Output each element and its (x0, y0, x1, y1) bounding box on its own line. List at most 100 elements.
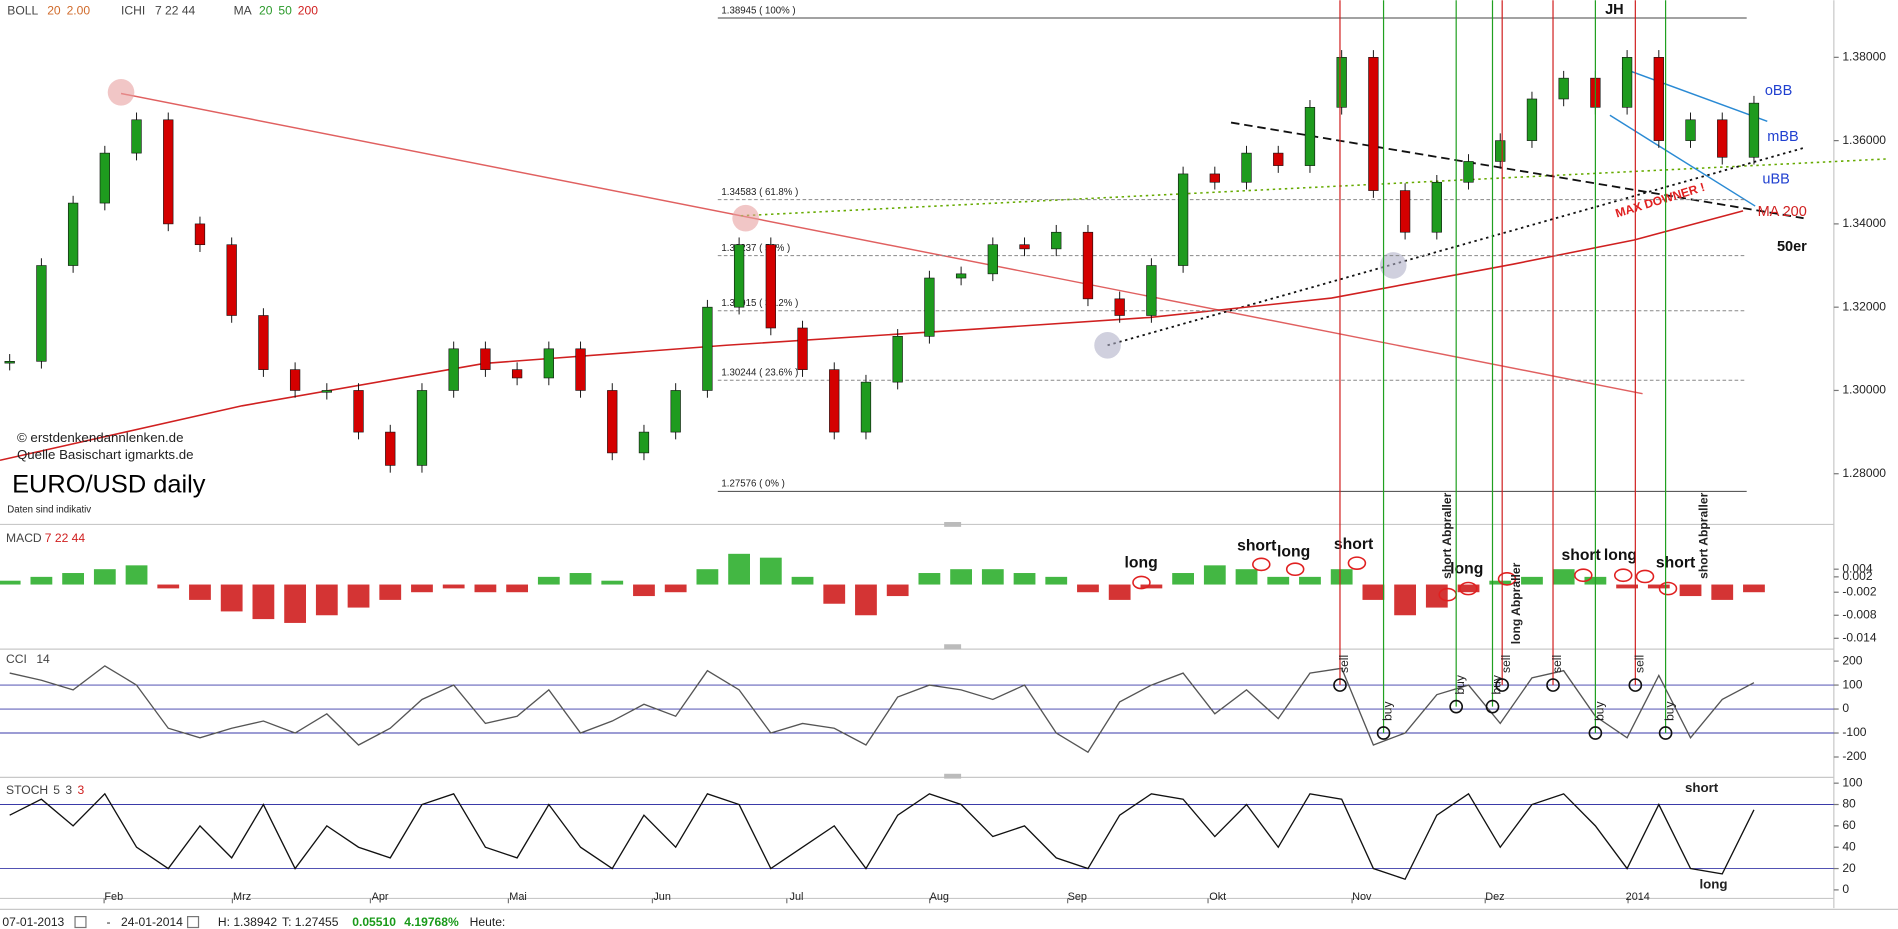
candle (4, 361, 15, 364)
annotation: long (1450, 560, 1483, 577)
histogram-bar (347, 584, 370, 608)
annotation: short (1334, 536, 1374, 553)
candle (226, 244, 237, 316)
histogram-bar (1647, 584, 1670, 589)
signal-circle (1658, 581, 1678, 596)
y-tick-label: 1.34000 (1842, 216, 1886, 230)
indicator-param: 20 (47, 3, 61, 17)
candle (1526, 98, 1538, 141)
candle (733, 244, 745, 308)
histogram-bar (1172, 573, 1194, 585)
candle (1019, 244, 1030, 250)
histogram-bar (728, 553, 751, 585)
candle (765, 244, 776, 329)
signal-circle (1497, 572, 1517, 586)
annotation: 50er (1777, 239, 1807, 255)
signal-circle (1613, 568, 1633, 583)
histogram-bar (189, 584, 211, 600)
histogram-bar (1108, 584, 1131, 600)
histogram-bar (918, 573, 941, 585)
candle (1431, 181, 1442, 233)
panel-name: STOCH (6, 783, 48, 797)
signal-circle (1658, 726, 1673, 740)
candle (1209, 173, 1220, 183)
calendar-icon[interactable] (187, 916, 200, 929)
candle (607, 390, 618, 454)
footer-high: H: 1.38942 (218, 915, 277, 929)
signal-circle (1347, 556, 1367, 570)
indicator-param: 200 (298, 3, 318, 17)
histogram-bar (1457, 584, 1480, 593)
signal-circle (1449, 699, 1464, 714)
candle (543, 348, 554, 379)
candle (955, 273, 967, 279)
footer-start: 07-01-2013 (2, 915, 64, 929)
histogram-bar (981, 569, 1004, 585)
y-tick-label: 0 (1842, 882, 1849, 896)
y-tick-label: 20 (1842, 861, 1856, 875)
candle (924, 277, 935, 337)
credit: © erstdenkendannlenken.de (17, 430, 184, 445)
signal-circle (1285, 562, 1305, 577)
panel-param: 3 (77, 783, 84, 797)
histogram-bar (30, 576, 53, 585)
signal-circle (1495, 678, 1510, 692)
histogram-bar (252, 584, 275, 620)
histogram-bar (1267, 576, 1290, 585)
candle (1558, 77, 1569, 100)
candle (321, 390, 332, 393)
candle (1177, 173, 1189, 266)
candle (480, 348, 491, 370)
histogram-bar (1679, 584, 1702, 597)
annotation: short (1561, 547, 1601, 564)
histogram-bar (1711, 584, 1734, 600)
indicator-line (9, 792, 1755, 881)
y-tick-label: 200 (1842, 653, 1862, 667)
histogram-bar (442, 584, 465, 589)
candle (1621, 57, 1633, 108)
panel-name: MACD (6, 531, 42, 545)
candle (36, 265, 47, 362)
histogram-bar (1521, 576, 1543, 585)
y-tick-label: -200 (1842, 749, 1866, 763)
signal-label: sell (1337, 655, 1351, 673)
candle (416, 390, 428, 466)
candle (448, 348, 459, 391)
x-tick-label: Aug (930, 891, 949, 903)
x-tick-label: Apr (372, 891, 389, 903)
candle (860, 381, 872, 433)
note: Daten sind indikativ (7, 504, 91, 515)
panel-param: 3 (65, 783, 72, 797)
x-tick-label: Jul (790, 891, 804, 903)
signal-label: buy (1381, 700, 1395, 720)
y-tick-label: 100 (1842, 677, 1862, 691)
candle (575, 348, 586, 391)
chart-title: EURO/USD daily (12, 470, 206, 498)
histogram-bar (284, 584, 307, 623)
y-tick-label: 40 (1842, 839, 1856, 853)
y-tick-label: -0.002 (1842, 584, 1877, 598)
candle (258, 315, 269, 370)
histogram-bar (1362, 584, 1385, 600)
y-tick-label: 1.30000 (1842, 383, 1886, 397)
x-tick-label: Sep (1068, 891, 1087, 903)
x-tick-label: Mrz (233, 891, 251, 903)
signal-circle (1252, 557, 1271, 572)
signal-circle (1459, 581, 1478, 596)
histogram-bar (506, 584, 529, 593)
histogram-bar (1235, 569, 1258, 585)
histogram-bar (855, 584, 877, 616)
fib-label: 1.38945 ( 100% ) (721, 5, 795, 16)
signal-circle (1546, 678, 1560, 692)
calendar-icon[interactable] (74, 916, 87, 929)
candle (1082, 231, 1094, 300)
histogram-bar (411, 584, 433, 593)
fib-label: 1.27576 ( 0% ) (721, 479, 784, 490)
indicator-name: MA (234, 3, 253, 17)
candle (638, 431, 650, 454)
footer-end: 24-01-2014 (121, 915, 183, 929)
candle (1463, 161, 1474, 183)
histogram-bar (1299, 576, 1321, 585)
annotation: short Abpraller (1440, 492, 1454, 579)
y-tick-label: 80 (1842, 797, 1856, 811)
